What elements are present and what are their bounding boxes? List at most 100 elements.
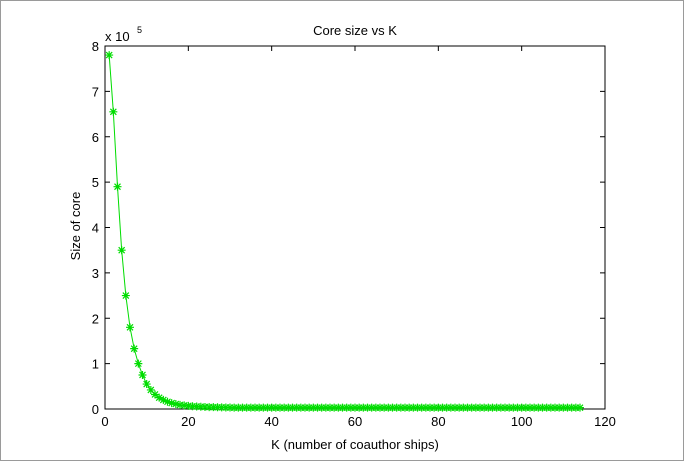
data-point-marker: [238, 403, 247, 412]
data-point-marker: [534, 403, 543, 412]
data-point-marker: [480, 403, 489, 412]
x-tick-label: 80: [431, 414, 445, 429]
data-point-marker: [242, 403, 251, 412]
data-point-marker: [517, 403, 526, 412]
data-point-marker: [484, 403, 493, 412]
data-point-marker: [426, 403, 434, 412]
data-point-marker: [467, 403, 476, 412]
data-point-marker: [521, 403, 530, 412]
x-tick-label: 120: [594, 414, 616, 429]
data-point-marker: [513, 403, 522, 412]
data-point-marker: [267, 403, 276, 412]
data-point-marker: [251, 403, 259, 412]
data-point-marker: [326, 403, 334, 412]
data-point-marker: [459, 403, 468, 412]
data-point-marker: [409, 403, 418, 412]
data-point-marker: [367, 403, 376, 412]
data-point-marker: [492, 403, 501, 412]
y-multiplier-exponent: 5: [137, 25, 142, 35]
data-point-marker: [488, 403, 497, 412]
data-point-marker: [205, 403, 214, 412]
data-point-marker: [417, 403, 426, 412]
data-point-marker: [259, 403, 268, 412]
y-tick-label: 5: [92, 175, 99, 190]
x-tick-label: 0: [101, 414, 108, 429]
data-point-marker: [201, 402, 209, 411]
data-point-marker: [280, 403, 289, 412]
data-point-marker: [405, 403, 414, 412]
data-point-marker: [151, 390, 159, 399]
data-point-marker: [134, 359, 143, 368]
data-point-marker: [401, 403, 409, 412]
data-point-marker: [313, 403, 322, 412]
data-point-marker: [455, 403, 464, 412]
data-point-marker: [196, 402, 205, 411]
data-point-marker: [546, 403, 555, 412]
data-point-marker: [509, 403, 518, 412]
data-point-marker: [180, 401, 189, 410]
data-point-marker: [396, 403, 405, 412]
data-point-marker: [176, 400, 184, 409]
x-tick-label: 100: [511, 414, 533, 429]
data-point-marker: [246, 403, 255, 412]
data-point-marker: [576, 403, 584, 412]
data-point-marker: [113, 182, 122, 191]
axes-box: [104, 45, 606, 410]
data-point-marker: [526, 403, 534, 412]
data-point-marker: [346, 403, 355, 412]
data-point-marker: [309, 403, 318, 412]
chart-title: Core size vs K: [313, 23, 397, 38]
data-point-marker: [555, 403, 564, 412]
data-point-marker: [217, 403, 226, 412]
data-point-marker: [342, 403, 351, 412]
data-point-marker: [105, 51, 114, 60]
y-tick-label: 0: [92, 402, 99, 417]
y-tick-label: 6: [92, 130, 99, 145]
data-point-marker: [284, 403, 293, 412]
data-point-marker: [551, 403, 559, 412]
data-point-marker: [538, 403, 547, 412]
data-point-marker: [167, 399, 176, 408]
data-point-marker: [130, 344, 139, 353]
data-point-marker: [296, 403, 305, 412]
data-point-marker: [226, 403, 234, 412]
data-point-marker: [317, 403, 326, 412]
data-point-marker: [305, 403, 314, 412]
y-tick-label: 3: [92, 266, 99, 281]
data-point-marker: [155, 393, 164, 402]
data-point-marker: [276, 403, 284, 412]
data-point-marker: [542, 403, 551, 412]
y-tick-label: 7: [92, 84, 99, 99]
x-tick-label: 40: [264, 414, 278, 429]
data-point-marker: [255, 403, 264, 412]
data-point-marker: [221, 403, 230, 412]
data-point-marker: [321, 403, 330, 412]
data-point-marker: [142, 380, 151, 389]
data-point-marker: [209, 403, 218, 412]
data-point-marker: [434, 403, 443, 412]
data-point-marker: [213, 403, 222, 412]
data-point-marker: [234, 403, 243, 412]
y-tick-label: 1: [92, 357, 99, 372]
data-point-marker: [138, 370, 147, 379]
data-point-marker: [288, 403, 297, 412]
data-point-marker: [413, 403, 422, 412]
data-point-marker: [421, 403, 430, 412]
y-axis-multiplier: x 10 5: [105, 25, 142, 44]
data-point-marker: [451, 403, 459, 412]
x-tick-label: 60: [348, 414, 362, 429]
data-point-marker: [463, 403, 472, 412]
data-point-marker: [388, 403, 397, 412]
data-point-marker: [505, 403, 514, 412]
data-point-marker: [184, 401, 193, 410]
data-point-marker: [292, 403, 301, 412]
y-axis-label: Size of core: [68, 192, 83, 261]
data-point-marker: [351, 403, 359, 412]
data-point-marker: [146, 385, 155, 394]
data-point-marker: [355, 403, 364, 412]
data-point-marker: [126, 323, 134, 332]
data-point-marker: [471, 403, 480, 412]
data-point-marker: [334, 403, 343, 412]
data-point-marker: [301, 403, 309, 412]
